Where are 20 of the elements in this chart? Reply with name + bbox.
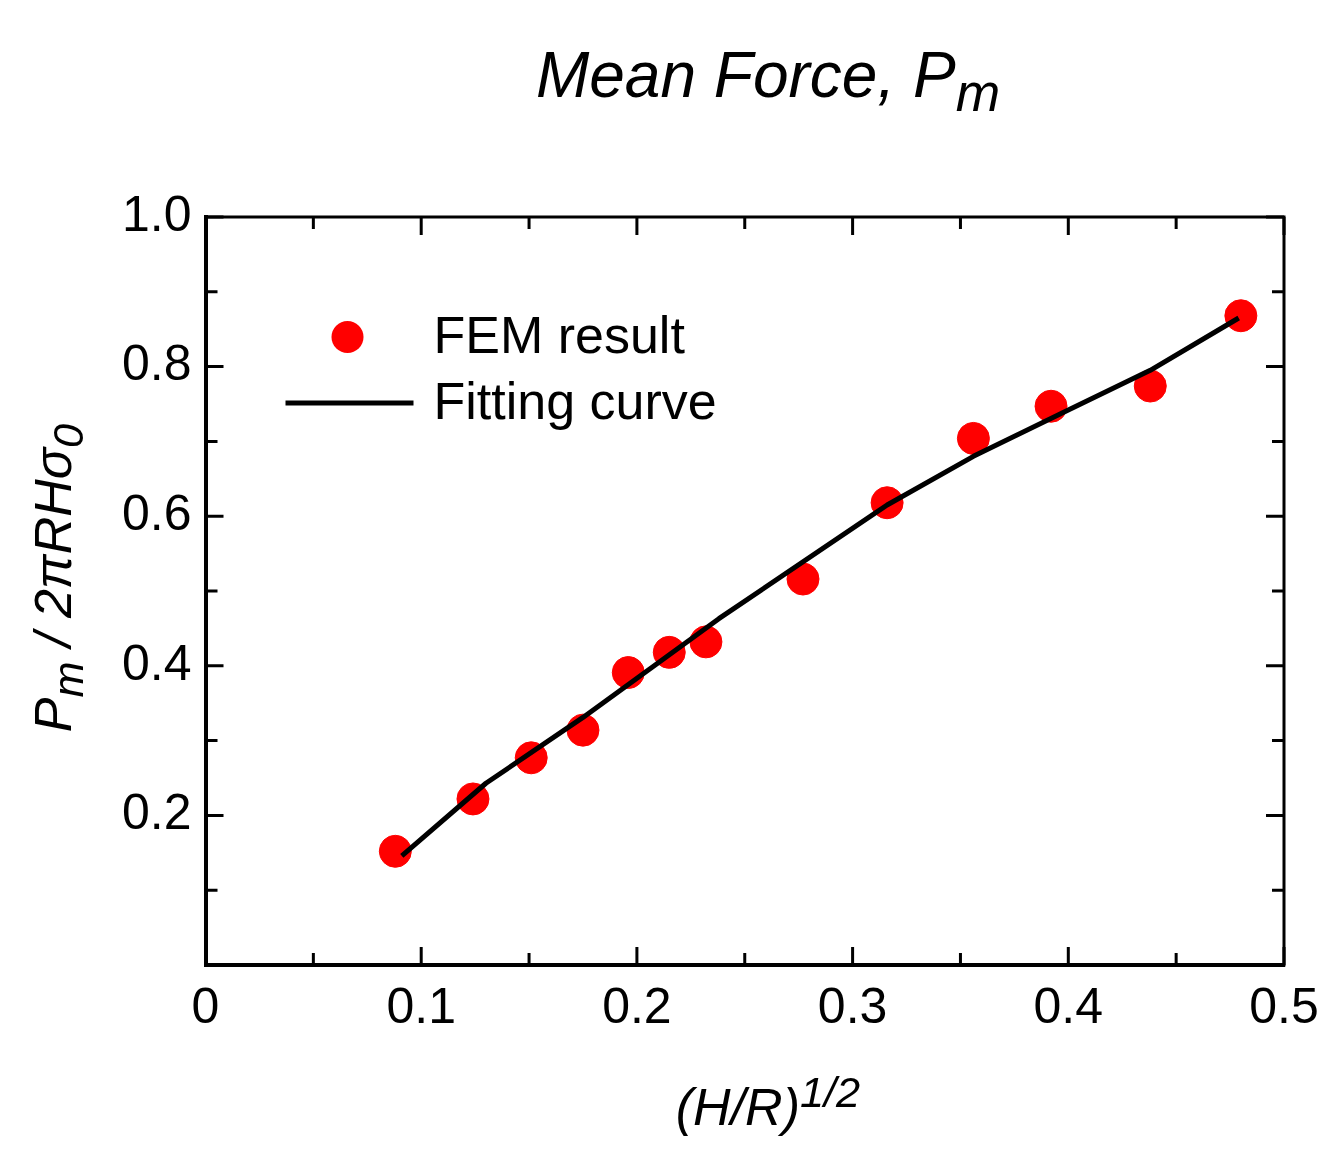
- y-tick-label: 0.8: [121, 335, 192, 392]
- x-tick-label: 0.3: [817, 977, 888, 1034]
- x-axis-title: (H/R)$^{1/2}$: [674, 1068, 862, 1138]
- point: [786, 562, 820, 596]
- point: [1224, 299, 1258, 333]
- x-tick-label: 0.4: [1033, 977, 1104, 1034]
- chart-title: Mean Force, P$_{m}$: [534, 38, 1002, 123]
- y-tick-label: 1.0: [121, 185, 192, 242]
- y-tick-label: 0.6: [121, 484, 192, 541]
- x-tick-label: 0: [191, 977, 220, 1034]
- x-tick-label: 0.2: [602, 977, 672, 1034]
- y-tick-label: 0.2: [121, 784, 192, 841]
- point: [378, 834, 412, 868]
- x-tick-label: 0.5: [1249, 977, 1319, 1034]
- legend-label: Fitting curve: [433, 372, 717, 431]
- x-tick-label: 0.1: [386, 977, 456, 1034]
- point: [956, 421, 990, 455]
- y-tick-label: 0.4: [121, 634, 192, 691]
- point: [1133, 369, 1167, 403]
- legend-label: FEM result: [433, 306, 686, 365]
